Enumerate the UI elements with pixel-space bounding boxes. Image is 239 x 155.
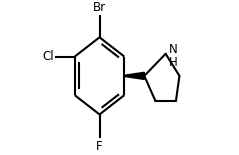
Text: Br: Br — [93, 1, 106, 14]
Text: F: F — [96, 140, 103, 153]
Text: H: H — [168, 56, 177, 69]
Text: N: N — [168, 43, 177, 56]
Polygon shape — [124, 72, 144, 80]
Text: Cl: Cl — [43, 50, 54, 63]
